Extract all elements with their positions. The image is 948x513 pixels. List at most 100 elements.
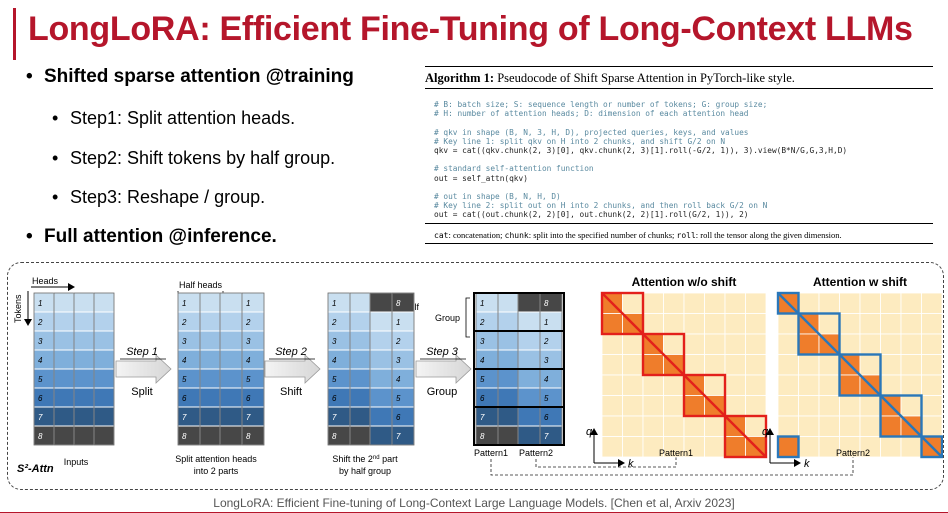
step-arrow: [264, 354, 321, 384]
attn-w-shift-cell: [839, 395, 861, 417]
attn-w-shift-corner-outline: [776, 435, 800, 459]
group-part1-cell: [497, 311, 521, 332]
group-part2-cell: [517, 406, 541, 427]
input-head-token-label: 1: [38, 299, 42, 308]
split-part1-cell: [199, 425, 223, 446]
attn-wo-shift-block-outline: [600, 291, 645, 336]
group-caption-pattern1: Pattern1: [474, 448, 508, 458]
shift-part2-cell: [369, 368, 393, 389]
shift-part2-cell: [369, 349, 393, 370]
input-head-cell: [53, 311, 75, 332]
group-part1-token-label: 4: [480, 356, 485, 365]
attn-wo-shift-cell: [724, 354, 746, 376]
attn-wo-shift-cell: [642, 415, 664, 437]
attn-w-shift-cell: [900, 354, 922, 376]
algorithm-label: Algorithm 1:: [425, 71, 495, 85]
s2-attn-label: S²-Attn: [17, 463, 54, 475]
attn-wo-shift-cell: [683, 292, 705, 314]
group-part2-cell: [517, 330, 541, 351]
attn-wo-shift-cell: [724, 436, 746, 458]
slide-title: LongLoRA: Efficient Fine-Tuning of Long-…: [28, 10, 913, 48]
attn-w-shift-cell: [900, 395, 922, 417]
input-head-cell: [93, 311, 115, 332]
input-head-token-label: 6: [38, 394, 43, 403]
attn-wo-shift-cell: [724, 313, 746, 335]
shift-part1-cell: [349, 387, 373, 408]
split-part2-token-label: 4: [246, 356, 251, 365]
algorithm-top-rule: [425, 66, 933, 68]
step-arrow: [115, 354, 172, 384]
attn-w-shift-cell: [900, 313, 922, 335]
split-part1-cell: [199, 330, 223, 351]
code-line: qkv = cat((qkv.chunk(2, 3)[0], qkv.chunk…: [434, 146, 848, 156]
shift-part1-token-label: 1: [332, 299, 336, 308]
bullet-step2: • Step2: Shift tokens by half group.: [52, 148, 336, 168]
attn-wo-shift-cell: [704, 292, 726, 314]
split-part2-token-label: 5: [246, 375, 251, 384]
pattern1-connector: [535, 448, 680, 468]
bullet-text: Shifted sparse attention @training: [44, 66, 354, 87]
shift-part1-cell: [349, 349, 373, 370]
algorithm-code: # B: batch size; S: sequence length or n…: [434, 100, 847, 220]
attn-wo-shift-cell: [683, 333, 705, 355]
group-part1-cell: [497, 406, 521, 427]
attn-w-shift-cell: [859, 313, 881, 335]
attn-w-shift-cell: [921, 333, 943, 355]
attn-wo-shift-cell: [704, 313, 726, 335]
algorithm-title: Algorithm 1: Pseudocode of Shift Sparse …: [425, 71, 795, 86]
attn-w-shift-cell: [839, 333, 861, 355]
split-part2-token-label: 8: [246, 432, 251, 441]
attn-wo-shift-cell: [663, 313, 685, 335]
shift-part1-token-label: 4: [332, 356, 337, 365]
split-part1-token-label: 3: [182, 337, 187, 346]
shift-caption-after: part: [380, 454, 399, 464]
input-head-cell: [73, 330, 95, 351]
group-part1-token-label: 1: [480, 299, 484, 308]
attn-w-shift-cell: [859, 395, 881, 417]
shift-part2-token-label: 8: [396, 299, 401, 308]
shift-part1-token-label: 2: [331, 318, 337, 327]
input-head-cell: [53, 330, 75, 351]
attn-w-shift-k-label: k: [804, 458, 810, 470]
attn-w-shift-cell: [859, 415, 881, 437]
input-head-cell: [73, 406, 95, 427]
attn-w-shift-cell: [880, 313, 902, 335]
attn-wo-shift-cell: [642, 354, 664, 376]
shift-part2-cell: [369, 292, 393, 313]
input-head-token-label: 5: [38, 375, 43, 384]
shift-part2-token-label: 3: [396, 356, 401, 365]
attn-wo-shift-cell: [601, 354, 623, 376]
attn-wo-shift-diagonal: [601, 292, 767, 458]
split-part2-cell: [219, 387, 243, 408]
split-part1-cell: [199, 311, 223, 332]
group-part2-cell: [517, 387, 541, 408]
input-head-cell: [53, 349, 75, 370]
attn-w-shift-cell: [798, 415, 820, 437]
bullet-shifted-sparse: • Shifted sparse attention @training: [26, 66, 354, 87]
algorithm-mid-rule: [425, 88, 933, 89]
attn-w-shift-cell: [818, 374, 840, 396]
attn-wo-shift-cell: [622, 374, 644, 396]
split-part2-cell: [219, 330, 243, 351]
input-head-cell: [33, 330, 55, 351]
attn-w-shift-cell: [777, 415, 799, 437]
shift-part1-token-label: 5: [332, 375, 337, 384]
attn-w-shift-cell: [818, 292, 840, 314]
attn-wo-shift-cell: [601, 436, 623, 458]
attn-w-shift-cell: [777, 374, 799, 396]
attn-w-shift-cell: [777, 436, 799, 458]
split-part2-cell: [219, 368, 243, 389]
input-head-cell: [33, 349, 55, 370]
input-head-cell: [73, 425, 95, 446]
shift-part2-token-label: 4: [396, 375, 401, 384]
group-part2-token-label: 7: [544, 432, 549, 441]
shift-part1-token-label: 8: [332, 432, 337, 441]
shift-part2-cell: [369, 425, 393, 446]
step-name: Step 1: [126, 346, 158, 358]
shift-caption-line2: by half group: [339, 466, 391, 476]
shift-part1-cell: [349, 425, 373, 446]
group-bracket: [465, 297, 470, 338]
attn-w-shift-cell: [777, 395, 799, 417]
group-part2-cell: [517, 311, 541, 332]
split-part2-cell: [219, 311, 243, 332]
